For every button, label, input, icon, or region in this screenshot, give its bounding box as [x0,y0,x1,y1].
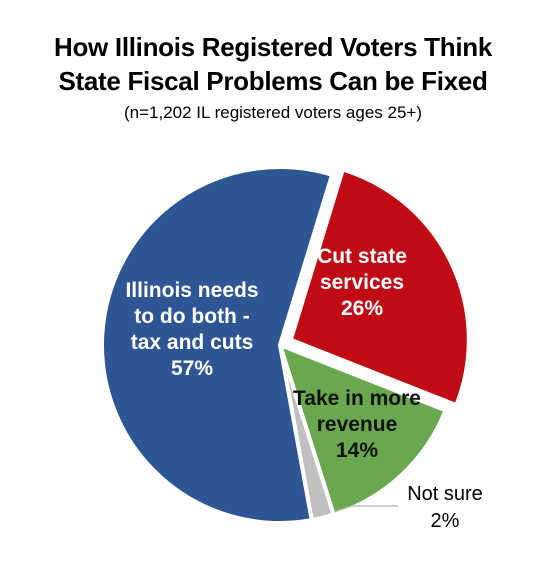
slice-label-text: Take in more [293,387,421,410]
slice-label-text: revenue [316,413,398,436]
slice-value-label: 14% [335,439,379,462]
chart-title-line-1: How Illinois Registered Voters Think [53,32,493,62]
slice-label-text: Illinois needs [125,279,259,302]
slice-label-text: to do both - [134,305,250,328]
slice-label-more-revenue: Take in more revenue 14% [282,386,432,464]
slice-both [100,165,335,525]
slice-label-text: tax and cuts [130,331,254,354]
chart-subtitle: (n=1,202 IL registered voters ages 25+) [124,103,422,122]
slice-value-label: 57% [170,357,214,380]
slice-label-cut-services: Cut state services 26% [292,244,432,322]
slice-cut-services [288,167,471,408]
slice-label-text: Cut state [317,245,407,268]
slice-label-text: Not sure [407,483,483,505]
chart-title: How Illinois Registered Voters Think Sta… [0,30,546,98]
chart-title-line-2: State Fiscal Problems Can be Fixed [58,66,488,96]
slice-value-label: 26% [340,297,384,320]
slice-label-not-sure: Not sure 2% [390,481,500,535]
slice-label-both: Illinois needs to do both - tax and cuts… [112,278,272,382]
leader-line-not-sure [333,505,398,513]
slice-label-text: services [319,271,405,294]
slice-value-label: 2% [430,510,460,532]
